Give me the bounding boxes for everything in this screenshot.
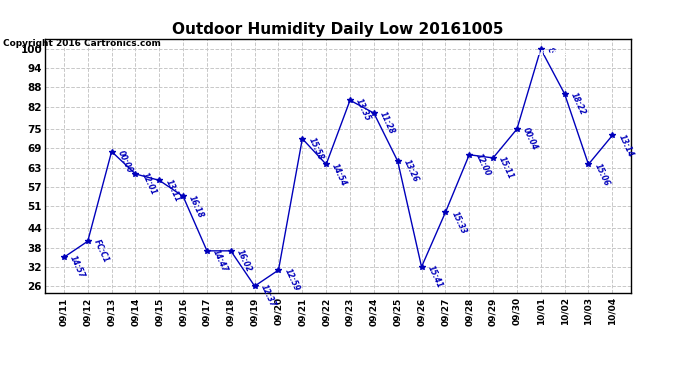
Text: Copyright 2016 Cartronics.com: Copyright 2016 Cartronics.com bbox=[3, 39, 161, 48]
Text: 14:47: 14:47 bbox=[211, 248, 230, 274]
Text: 15:33: 15:33 bbox=[450, 210, 468, 235]
Text: 15:58: 15:58 bbox=[306, 136, 325, 162]
Text: FC:C1: FC:C1 bbox=[92, 238, 110, 265]
Text: 12:59: 12:59 bbox=[283, 267, 301, 293]
Text: 15:06: 15:06 bbox=[593, 162, 611, 187]
Text: 15:11: 15:11 bbox=[497, 155, 515, 181]
Text: 12:37: 12:37 bbox=[259, 284, 277, 309]
Text: 13:14: 13:14 bbox=[616, 133, 635, 158]
Text: 13:26: 13:26 bbox=[402, 158, 420, 184]
Text: 16:02: 16:02 bbox=[235, 248, 253, 274]
Title: Outdoor Humidity Daily Low 20161005: Outdoor Humidity Daily Low 20161005 bbox=[172, 22, 504, 37]
Text: 0: 0 bbox=[545, 46, 555, 55]
Text: 13:35: 13:35 bbox=[354, 98, 373, 123]
Text: 14:57: 14:57 bbox=[68, 255, 86, 280]
Text: 12:00: 12:00 bbox=[473, 152, 492, 177]
Text: 11:28: 11:28 bbox=[378, 110, 396, 136]
Text: 00:00: 00:00 bbox=[116, 149, 134, 174]
Text: 00:04: 00:04 bbox=[521, 126, 540, 152]
Text: 16:18: 16:18 bbox=[187, 194, 206, 219]
Text: 15:41: 15:41 bbox=[426, 264, 444, 290]
Text: 14:54: 14:54 bbox=[331, 162, 348, 187]
Text: 18:22: 18:22 bbox=[569, 91, 587, 117]
Text: 13:11: 13:11 bbox=[164, 178, 181, 203]
Text: 12:01: 12:01 bbox=[139, 171, 158, 197]
